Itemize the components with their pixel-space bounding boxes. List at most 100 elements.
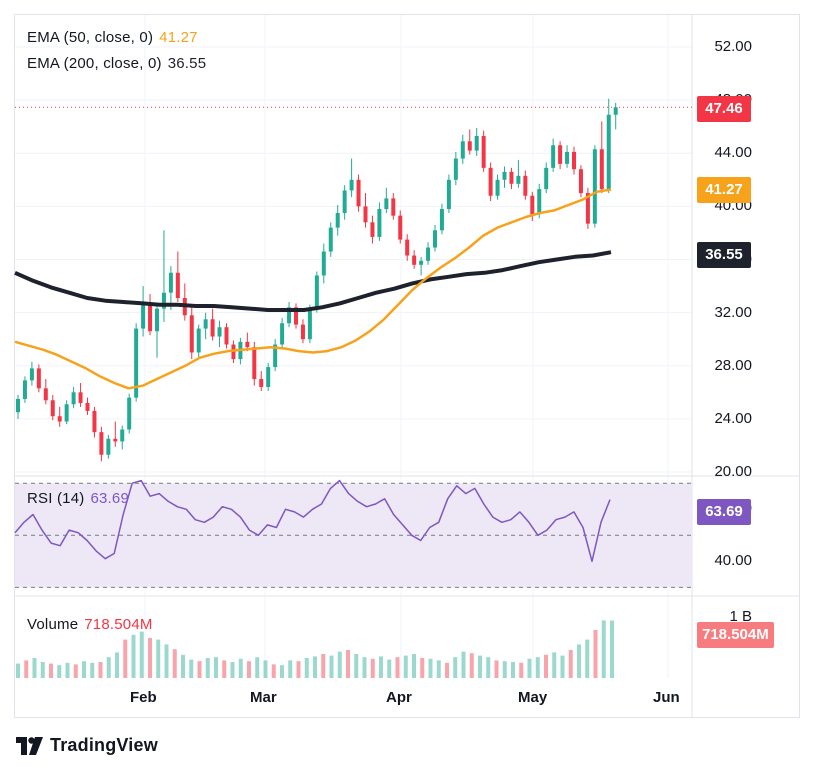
candle-body [127, 397, 132, 430]
volume-bar [230, 662, 235, 678]
legend-volume[interactable]: Volume 718.504M [27, 616, 153, 633]
volume-bar [502, 661, 507, 678]
candle-body [328, 227, 333, 252]
candle-body [106, 438, 111, 455]
tradingview-brand[interactable]: TradingView [16, 735, 158, 756]
volume-bar [478, 655, 482, 678]
volume-bar [610, 620, 614, 678]
volume-bar [362, 657, 367, 678]
candle-body [71, 392, 76, 405]
volume-bar [214, 657, 218, 678]
candle-body [196, 328, 201, 353]
price-axis-label: 44.00 [714, 144, 752, 162]
rsi-series [14, 479, 611, 563]
candle-body [29, 368, 34, 381]
volume-axis-label: 1 B [729, 608, 752, 625]
volume-bar [445, 662, 449, 678]
price-axis-label: 32.00 [714, 303, 752, 321]
volume-bar [527, 658, 532, 678]
candle-body [551, 145, 556, 168]
legend-volume-label: Volume [27, 616, 79, 633]
candle-body [252, 347, 257, 380]
last-price-tag: 47.46 [697, 96, 751, 122]
candle-body [294, 307, 298, 325]
candle-body [488, 167, 493, 196]
volume-bar [494, 660, 499, 678]
volume-bar [288, 660, 293, 678]
volume-bar [354, 654, 359, 678]
volume-bar [156, 639, 161, 678]
candle-body [606, 114, 611, 190]
candle-body [300, 324, 305, 340]
volume-bar [189, 659, 194, 678]
candle-body [224, 327, 229, 345]
volume-bar [412, 654, 416, 678]
volume-bar [387, 659, 392, 678]
candle-body [349, 179, 354, 191]
volume-bar [313, 656, 317, 678]
volume-bar [577, 644, 581, 678]
volume-bar [172, 649, 177, 678]
candle-body [134, 328, 139, 398]
candle-body [391, 198, 396, 216]
volume-bar [90, 662, 95, 678]
volume-bar [552, 652, 557, 678]
time-axis-label: May [518, 689, 548, 706]
volume-bar [280, 665, 284, 678]
ema50-line [14, 188, 612, 390]
volume-bar [535, 657, 540, 678]
candle-body [419, 260, 424, 265]
candle-body [585, 193, 590, 224]
legend-ema50-value: 41.27 [159, 29, 198, 46]
legend-ema200[interactable]: EMA (200, close, 0) 36.55 [27, 55, 206, 72]
candle-body [384, 198, 389, 210]
volume-bar [321, 654, 326, 678]
candle-body [377, 209, 382, 237]
candle-body [613, 107, 618, 115]
rsi-band [15, 482, 692, 588]
time-axis-label: Feb [130, 689, 157, 706]
candle-body [168, 272, 173, 293]
candle-body [412, 255, 417, 265]
candle-body [530, 195, 535, 215]
candle-body [287, 307, 292, 324]
candle-body [36, 368, 41, 389]
grid-lines [15, 15, 800, 718]
candle-body [113, 438, 118, 442]
volume-bar [420, 658, 425, 678]
legend-ema50[interactable]: EMA (50, close, 0) 41.27 [27, 29, 198, 46]
volume-bar [544, 654, 548, 678]
volume-bar [40, 662, 45, 678]
candle-body [210, 319, 215, 337]
volume-bar [115, 652, 119, 678]
volume-bar [131, 634, 136, 678]
volume-bar [585, 639, 590, 678]
candle-body [120, 429, 125, 442]
candle-body [148, 303, 153, 332]
candle-body [16, 398, 20, 413]
time-axis-label: Mar [250, 689, 277, 706]
ema50-price-tag: 41.27 [697, 177, 751, 203]
candle-body [370, 222, 375, 237]
ema200-line [14, 250, 612, 312]
candle-body [85, 402, 90, 411]
candle-body [467, 141, 472, 151]
candle-body [544, 167, 549, 190]
candle-body [78, 392, 83, 403]
volume-bar [304, 658, 309, 678]
volume-bar [379, 656, 383, 678]
price-axis-label: 28.00 [714, 356, 752, 374]
ema-series [14, 188, 612, 390]
volume-bar [403, 655, 408, 678]
chart-frame[interactable] [14, 14, 800, 718]
volume-bar [296, 661, 301, 678]
candle-body [43, 388, 48, 401]
volume-bar [49, 663, 53, 678]
volume-bar [560, 655, 565, 678]
candle-body [439, 209, 444, 231]
price-axis-label: 24.00 [714, 409, 752, 427]
legend-rsi[interactable]: RSI (14) 63.69 [27, 490, 129, 507]
candle-body [495, 179, 500, 196]
volume-bar [337, 651, 342, 678]
